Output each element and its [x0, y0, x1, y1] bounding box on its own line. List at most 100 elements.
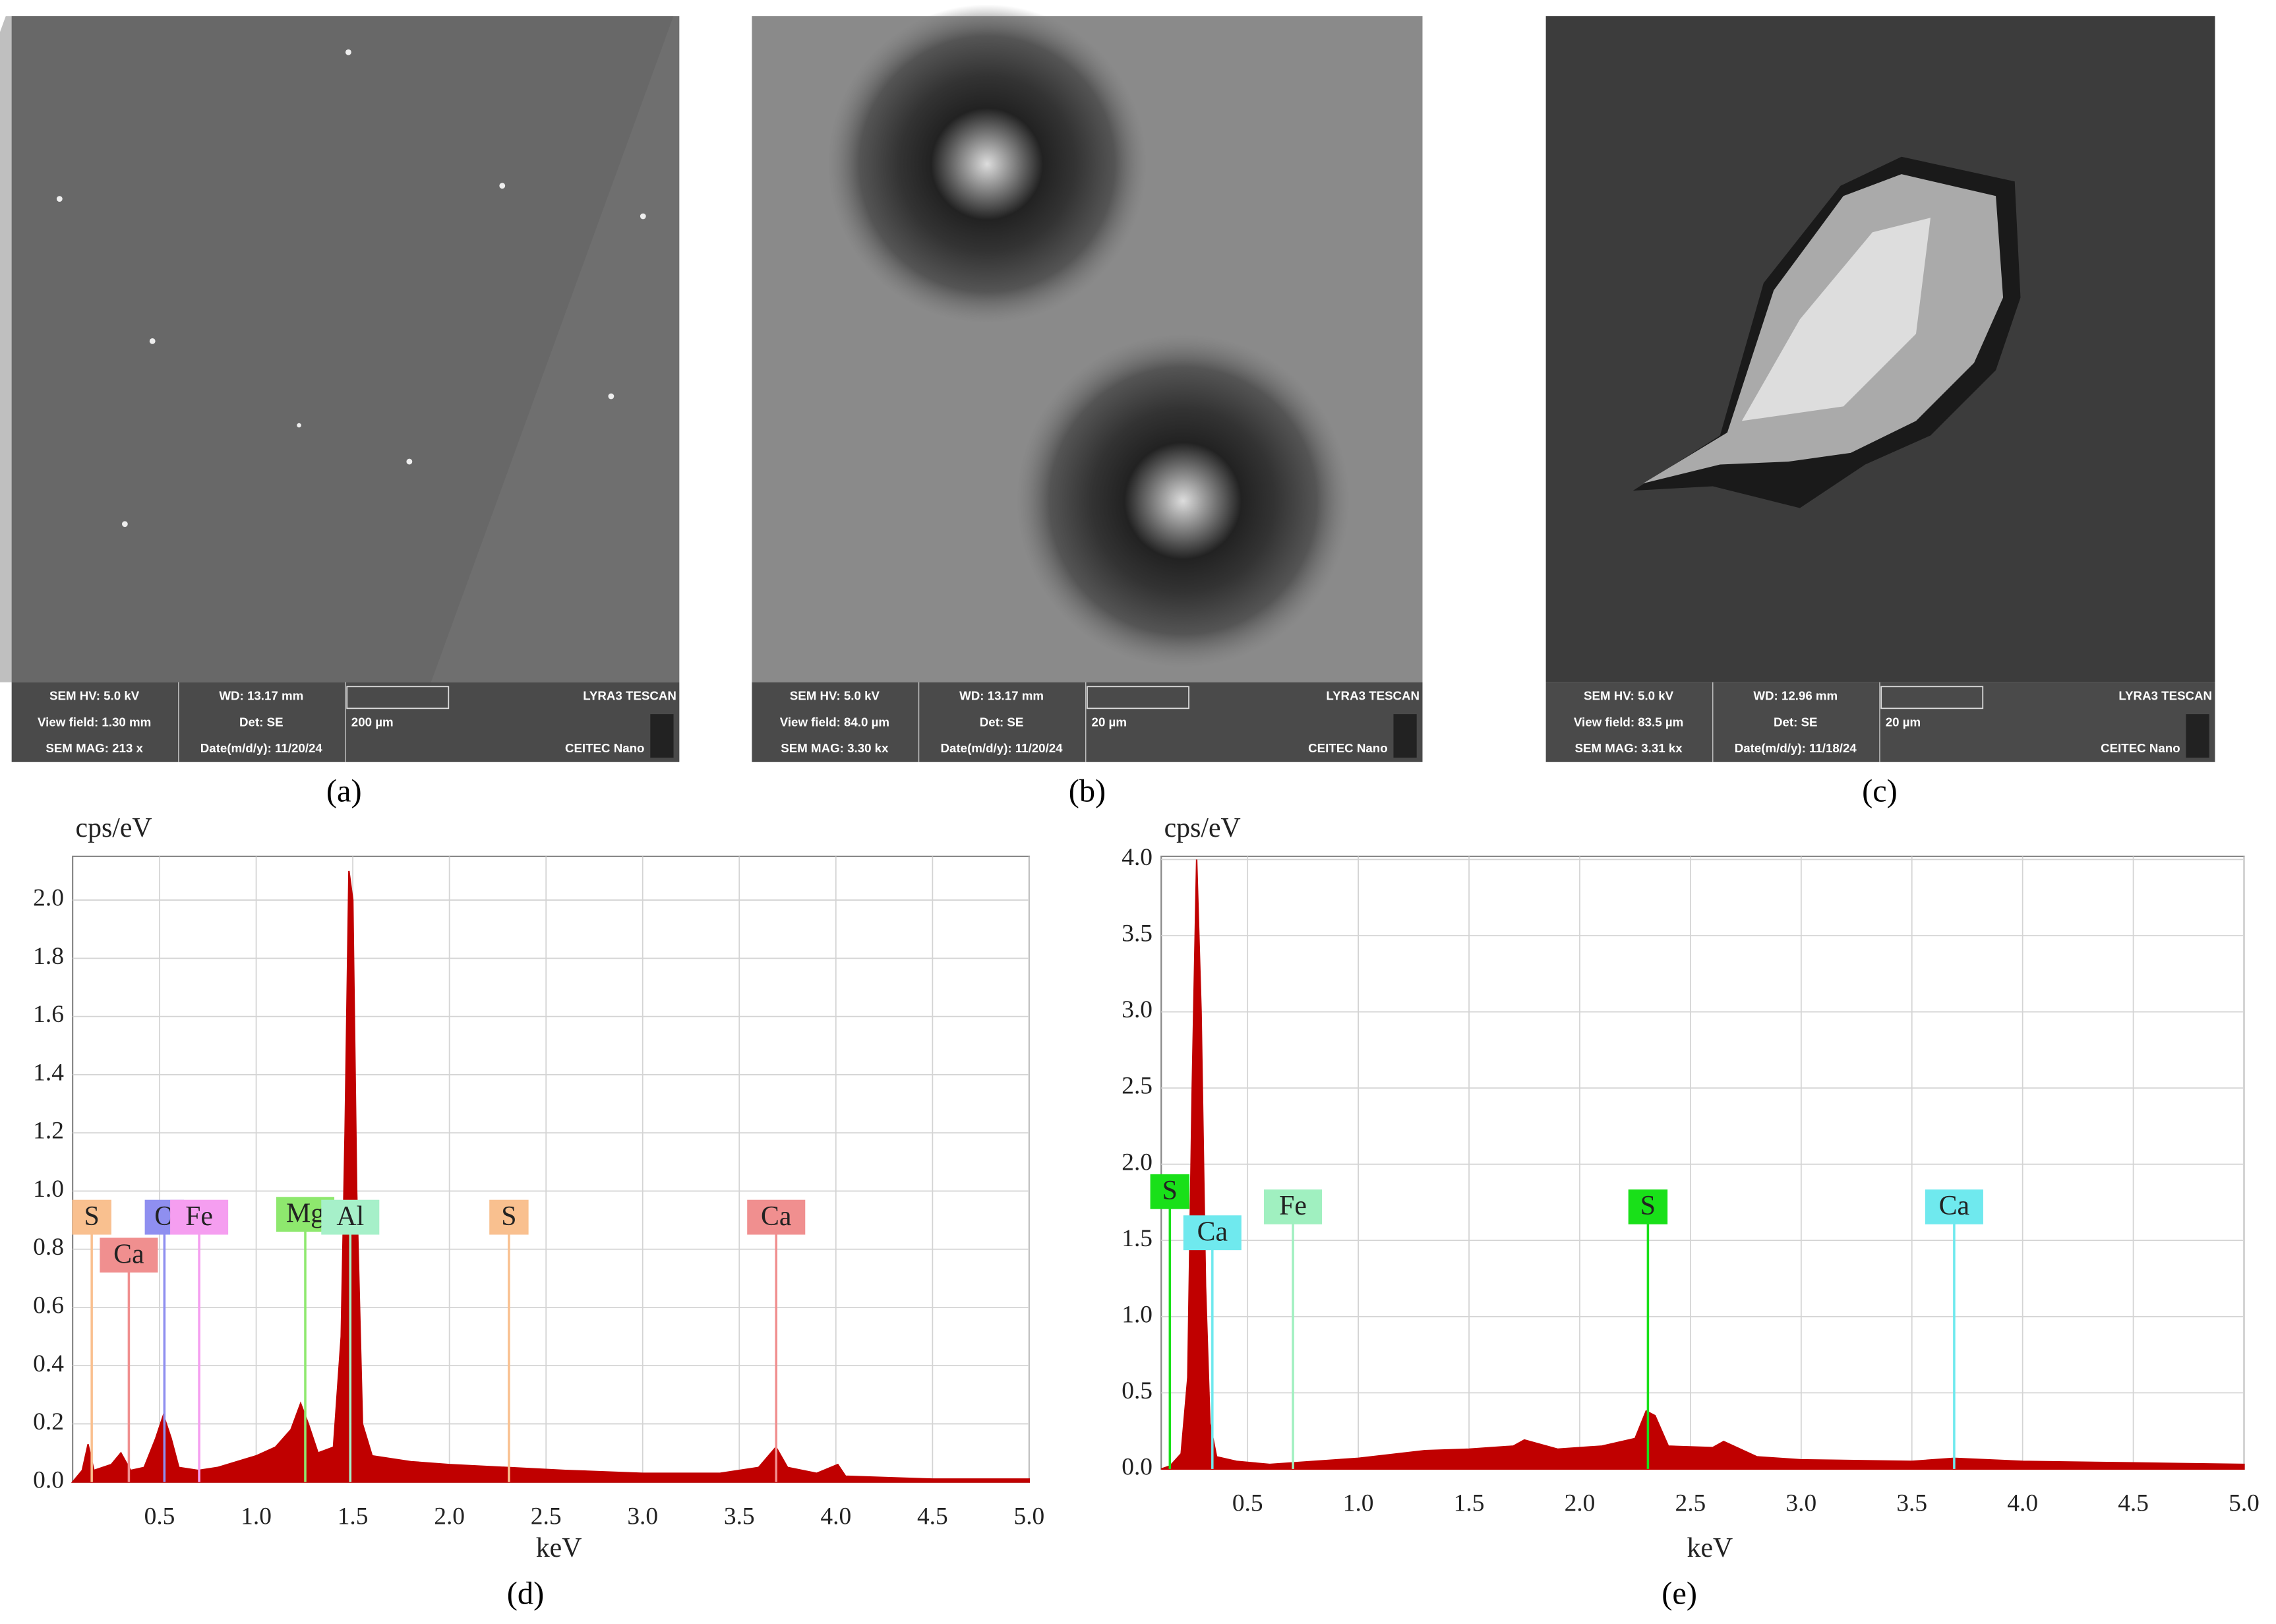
info-text: SEM MAG: 3.30 kx [781, 741, 889, 755]
x-tick-label: 0.5 [144, 1503, 175, 1530]
info-text: SEM MAG: 3.31 kx [1575, 741, 1683, 755]
sem-image [1545, 16, 2215, 682]
element-box [1628, 1189, 1668, 1224]
info-text: SEM HV: 5.0 kV [790, 689, 880, 703]
x-tick-label: 1.0 [1343, 1490, 1374, 1517]
element-box [747, 1199, 806, 1235]
scale-bar [1087, 686, 1189, 709]
x-tick-label: 4.0 [2007, 1490, 2038, 1517]
element-label: Ca [1939, 1191, 1969, 1221]
x-tick-label: 2.0 [434, 1503, 465, 1530]
y-tick-label: 4.0 [1122, 844, 1153, 871]
x-tick-label: 3.5 [724, 1503, 755, 1530]
y-tick-label: 1.4 [33, 1059, 64, 1086]
info-text: View field: 83.5 µm [1574, 715, 1683, 729]
element-box [489, 1199, 529, 1235]
sem-image [0, 16, 680, 682]
x-tick-label: 5.0 [1014, 1503, 1045, 1530]
x-tick-label: 1.5 [1454, 1490, 1485, 1517]
element-box [1925, 1189, 1983, 1224]
x-tick-label: 1.5 [338, 1503, 369, 1530]
plot-area [72, 855, 1030, 1483]
element-label: S [501, 1201, 516, 1232]
y-tick-label: 1.6 [33, 1001, 64, 1028]
element-box [1183, 1215, 1242, 1251]
element-label: Fe [185, 1201, 213, 1232]
info-text: LYRA3 TESCAN [1326, 689, 1420, 703]
y-tick-label: 3.5 [1122, 920, 1153, 947]
plot-area [1160, 855, 2245, 1470]
panel-label: (c) [1862, 773, 1898, 808]
info-text: Det: SE [1774, 715, 1818, 729]
panel-label: (d) [507, 1577, 544, 1611]
x-tick-label: 1.0 [241, 1503, 272, 1530]
info-text: 20 µm [1886, 715, 1921, 729]
info-text: Date(m/d/y): 11/20/24 [941, 741, 1063, 755]
info-text: LYRA3 TESCAN [2118, 689, 2212, 703]
element-box [72, 1199, 111, 1235]
panel-label: (e) [1662, 1577, 1697, 1611]
info-text: Det: SE [980, 715, 1024, 729]
info-text: WD: 13.17 mm [959, 689, 1044, 703]
info-text: WD: 13.17 mm [219, 689, 303, 703]
info-text: CEITEC Nano [1308, 741, 1388, 755]
info-text: LYRA3 TESCAN [583, 689, 676, 703]
logo [1393, 714, 1417, 758]
x-tick-label: 2.5 [1675, 1490, 1706, 1517]
panel-label: (a) [326, 773, 362, 808]
info-text: Date(m/d/y): 11/20/24 [200, 741, 323, 755]
x-tick-label: 2.0 [1565, 1490, 1596, 1517]
element-box [321, 1199, 380, 1235]
y-tick-label: 1.0 [1122, 1301, 1153, 1328]
element-label: Al [336, 1201, 364, 1232]
info-text: SEM HV: 5.0 kV [49, 689, 140, 703]
info-text: CEITEC Nano [565, 741, 645, 755]
info-text: SEM HV: 5.0 kV [1584, 689, 1674, 703]
element-box [100, 1238, 158, 1273]
x-tick-label: 4.5 [917, 1503, 948, 1530]
x-tick-label: 3.0 [1785, 1490, 1816, 1517]
element-label: S [84, 1201, 100, 1232]
y-tick-label: 0.2 [33, 1408, 64, 1435]
y-tick-label: 0.0 [1122, 1453, 1153, 1480]
element-box [1150, 1174, 1190, 1209]
x-tick-label: 3.5 [1896, 1490, 1927, 1517]
x-tick-label: 4.5 [2118, 1490, 2149, 1517]
element-label: Fe [1279, 1191, 1307, 1221]
element-label: S [1162, 1176, 1178, 1206]
x-tick-label: 0.5 [1232, 1490, 1263, 1517]
x-axis-label: keV [536, 1533, 582, 1563]
x-tick-label: 4.0 [820, 1503, 851, 1530]
y-tick-label: 0.5 [1122, 1377, 1153, 1404]
y-axis-label: cps/eV [76, 813, 152, 843]
y-tick-label: 3.0 [1122, 996, 1153, 1023]
y-tick-label: 0.0 [33, 1466, 64, 1493]
y-tick-label: 1.0 [33, 1176, 64, 1203]
element-box [1264, 1189, 1323, 1224]
element-label: S [1640, 1191, 1656, 1221]
y-tick-label: 2.5 [1122, 1073, 1153, 1100]
info-text: View field: 84.0 µm [780, 715, 889, 729]
element-label: Mg [286, 1198, 324, 1228]
element-label: Ca [113, 1239, 144, 1269]
x-axis-label: keV [1687, 1533, 1733, 1563]
y-tick-label: 0.8 [33, 1234, 64, 1261]
info-text: CEITEC Nano [2101, 741, 2180, 755]
y-tick-label: 2.0 [1122, 1149, 1153, 1176]
x-tick-label: 5.0 [2229, 1490, 2260, 1517]
info-text: View field: 1.30 mm [38, 715, 151, 729]
y-tick-label: 1.2 [33, 1118, 64, 1145]
element-label: Ca [761, 1201, 791, 1232]
info-text: Det: SE [239, 715, 284, 729]
logo [650, 714, 674, 758]
element-box [170, 1199, 229, 1235]
panel-label: (b) [1069, 773, 1106, 808]
element-label: Ca [1197, 1217, 1228, 1247]
y-tick-label: 0.4 [33, 1350, 64, 1377]
info-text: 200 µm [351, 715, 394, 729]
spectrum [71, 870, 1030, 1483]
y-tick-label: 1.8 [33, 943, 64, 970]
y-tick-label: 1.5 [1122, 1225, 1153, 1252]
logo [2186, 714, 2209, 758]
